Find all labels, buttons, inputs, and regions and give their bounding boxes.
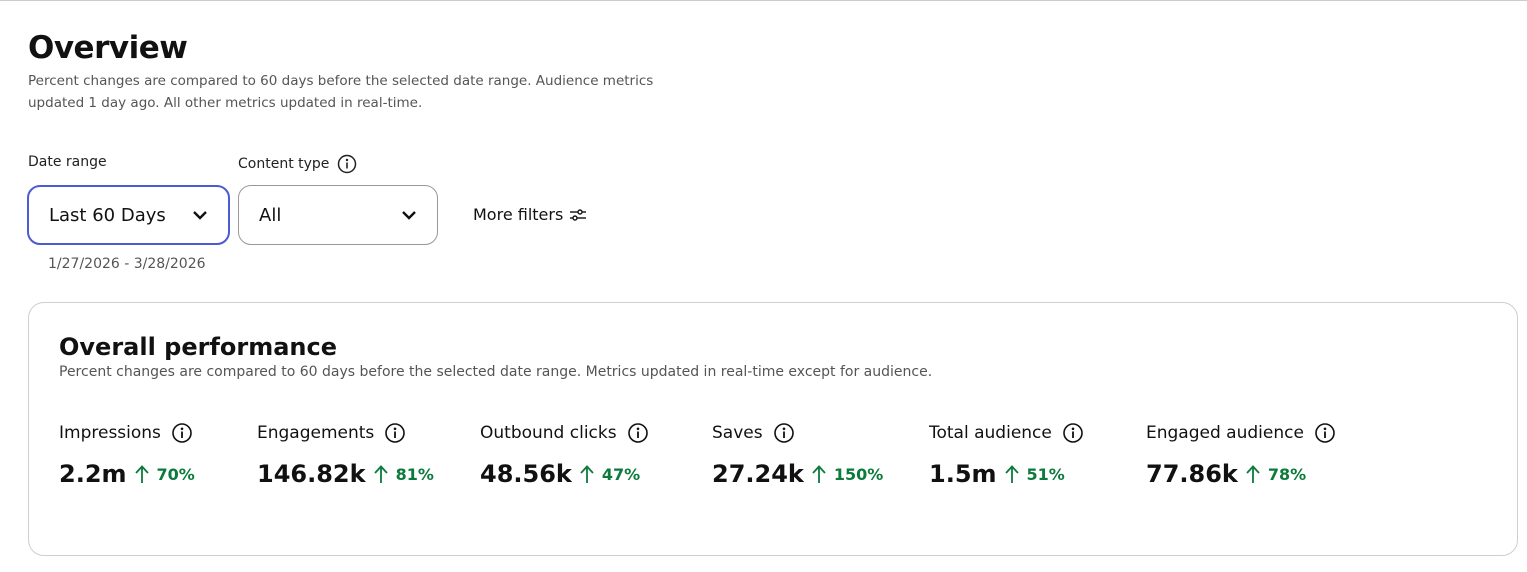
chevron	[402, 211, 416, 220]
metric-value: 2.2m	[59, 460, 127, 488]
performance-card	[28, 302, 1518, 556]
metric-name: Engaged audience	[1146, 423, 1304, 443]
metric-name: Saves	[712, 423, 763, 443]
info-icon[interactable]	[773, 422, 795, 444]
info-icon[interactable]	[384, 422, 406, 444]
content-type-label-wrap: Content type	[238, 154, 357, 174]
metric-header: Total audience	[929, 420, 1084, 446]
metric-name: Impressions	[59, 423, 161, 443]
metric-change: 150%	[833, 464, 884, 484]
metric-row: 77.86k 78%	[1146, 460, 1336, 488]
info-icon[interactable]	[337, 154, 357, 174]
performance-title: Overall performance	[59, 333, 338, 361]
date-range-dates: 1/27/2026 - 3/28/2026	[48, 256, 206, 272]
divider	[0, 0, 1527, 1]
up-arrow	[1004, 465, 1019, 483]
metric: Total audience 1.5m 51%	[929, 420, 1084, 488]
metric: Engagements 146.82k 81%	[257, 420, 434, 488]
metric-value: 77.86k	[1146, 460, 1238, 488]
metric-change: 47%	[601, 464, 641, 484]
page-description: Percent changes are compared to 60 days …	[28, 73, 654, 111]
more-filters-button[interactable]: More filters	[473, 205, 587, 224]
metric-value: 48.56k	[480, 460, 572, 488]
info-icon[interactable]	[1062, 422, 1084, 444]
info-icon[interactable]	[171, 422, 193, 444]
metric: Engaged audience 77.86k 78%	[1146, 420, 1336, 488]
metric: Saves 27.24k 150%	[712, 420, 883, 488]
metric-row: 2.2m 70%	[59, 460, 195, 488]
date-range-value: Last 60 Days	[49, 204, 166, 226]
metric-change: 70%	[156, 464, 195, 484]
content-type-value: All	[259, 204, 282, 226]
content-type-select[interactable]: All	[238, 185, 438, 245]
metric-change: 78%	[1267, 464, 1307, 484]
metric-change: 51%	[1026, 464, 1065, 484]
up-arrow	[580, 465, 594, 483]
metric: Outbound clicks 48.56k 47%	[480, 420, 649, 488]
metric-row: 146.82k 81%	[257, 460, 434, 488]
date-range-select[interactable]: Last 60 Days	[27, 185, 230, 245]
metric-header: Impressions	[59, 420, 195, 446]
content-type-label: Content type	[238, 156, 330, 172]
metric-name: Outbound clicks	[480, 423, 617, 443]
metric-name: Engagements	[257, 423, 375, 443]
info-icon[interactable]	[1314, 422, 1336, 444]
metric-row: 1.5m 51%	[929, 460, 1084, 488]
filter-icon	[570, 208, 587, 221]
metric-row: 27.24k 150%	[712, 460, 883, 488]
chevron	[193, 211, 207, 220]
metric-name: Total audience	[929, 423, 1052, 443]
up-arrow	[134, 465, 149, 483]
performance-description: Percent changes are compared to 60 days …	[59, 364, 933, 380]
metric-value: 146.82k	[257, 460, 366, 488]
more-filters-label: More filters	[473, 205, 564, 224]
metric-value: 1.5m	[929, 460, 997, 488]
metric-header: Saves	[712, 420, 883, 446]
up-arrow	[373, 465, 388, 483]
up-arrow	[1246, 465, 1260, 483]
date-range-label: Date range	[28, 154, 107, 170]
metric: Impressions 2.2m 70%	[59, 420, 195, 488]
metric-value: 27.24k	[712, 460, 804, 488]
page-title: Overview	[28, 30, 188, 66]
up-arrow	[812, 465, 826, 483]
metric-header: Engagements	[257, 420, 434, 446]
metric-change: 81%	[395, 464, 434, 484]
metric-header: Outbound clicks	[480, 420, 649, 446]
metric-row: 48.56k 47%	[480, 460, 649, 488]
metric-header: Engaged audience	[1146, 420, 1336, 446]
info-icon[interactable]	[627, 422, 649, 444]
